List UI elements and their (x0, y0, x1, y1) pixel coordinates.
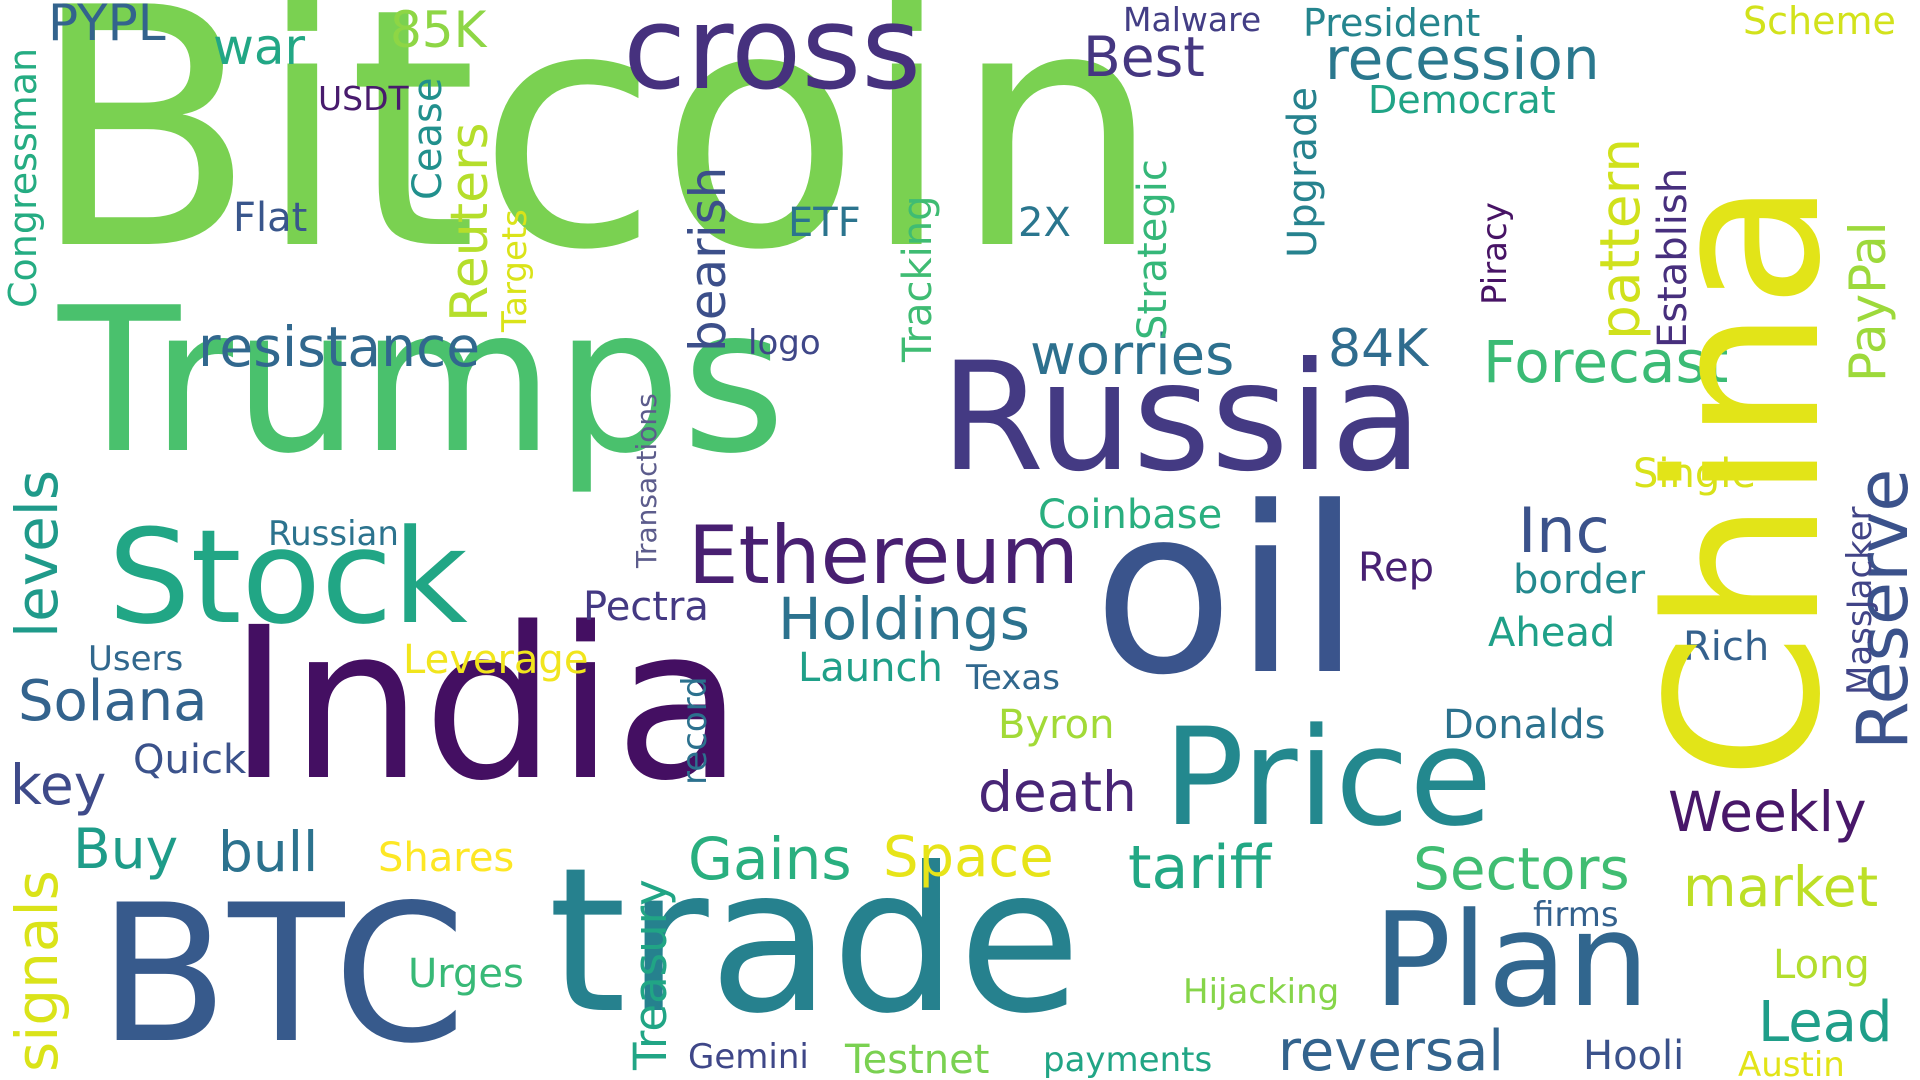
word-rep: Rep (1358, 545, 1434, 591)
word-btc: BTC (98, 864, 466, 1080)
word-85k: 85K (390, 1, 487, 59)
word-massjacker: MassJacker (1840, 506, 1880, 695)
word-transactions: Transactions (630, 393, 663, 568)
word-cross: cross (623, 0, 922, 116)
word-pypl: PYPL (48, 0, 166, 52)
word-signals: signals (3, 870, 71, 1072)
word-stock: Stock (108, 501, 468, 653)
word-treasury: Treasury (624, 879, 677, 1070)
word-forecast: Forecast (1483, 328, 1729, 396)
word-coinbase: Coinbase (1038, 492, 1223, 538)
word-malware: Malware (1123, 0, 1262, 39)
word-oil: oil (1093, 459, 1362, 726)
word-gains: Gains (688, 825, 852, 893)
word-leverage: Leverage (403, 637, 589, 683)
word-flat: Flat (233, 195, 308, 241)
word-texas: Texas (966, 658, 1060, 698)
word-recession: recession (1325, 25, 1600, 93)
word-firms: firms (1533, 895, 1619, 935)
word-levels: levels (3, 469, 71, 638)
word-paypal: PayPal (1839, 221, 1897, 382)
word-scheme: Scheme (1743, 0, 1896, 43)
word-upgrade: Upgrade (1280, 86, 1326, 258)
word-key: key (10, 753, 107, 817)
word-trumps: Trumps (58, 265, 786, 498)
word-price: Price (1163, 699, 1493, 856)
word-solana: Solana (18, 669, 208, 734)
word-tracking: Tracking (895, 195, 941, 362)
word-users: Users (88, 639, 184, 679)
word-urges: Urges (408, 951, 524, 997)
word-trade: trade (548, 825, 1082, 1058)
word-resistance: resistance (198, 315, 481, 379)
word-ethereum: Ethereum (688, 509, 1079, 602)
word-bull: bull (218, 820, 319, 884)
word-usdt: USDT (318, 79, 409, 118)
word-death: death (978, 760, 1137, 824)
word-shares: Shares (378, 835, 515, 881)
word-2x: 2X (1018, 200, 1071, 246)
word-hooli: Hooli (1583, 1033, 1685, 1079)
word-gemini: Gemini (688, 1037, 809, 1077)
word-lead: Lead (1758, 990, 1893, 1055)
word-inc: Inc (1518, 494, 1610, 567)
word-worries: worries (1030, 323, 1235, 388)
word-targets: Targets (495, 209, 535, 332)
word-austin: Austin (1738, 1045, 1845, 1080)
word-best: Best (1083, 25, 1205, 89)
word-space: Space (883, 825, 1054, 890)
word-84k: 84K (1328, 319, 1429, 379)
word-india: India (228, 582, 744, 827)
word-strategic: Strategic (1130, 159, 1176, 340)
word-etf: ETF (788, 200, 861, 246)
word-bearish: bearish (679, 166, 737, 352)
word-buy: Buy (73, 817, 179, 881)
word-sectors: Sectors (1413, 835, 1630, 903)
word-piracy: Piracy (1475, 202, 1515, 305)
word-weekly: Weekly (1668, 780, 1867, 844)
word-russian: Russian (268, 514, 399, 554)
word-cease: Cease (405, 77, 451, 201)
word-war: war (213, 18, 306, 76)
word-testnet: Testnet (845, 1037, 990, 1080)
word-rich: Rich (1683, 624, 1770, 670)
word-ahead: Ahead (1488, 610, 1616, 656)
word-single: Single (1633, 451, 1756, 497)
word-bitcoin: Bitcoin (30, 0, 1162, 322)
word-logo: logo (748, 323, 821, 363)
word-russia: Russia (940, 331, 1423, 505)
word-long: Long (1773, 942, 1870, 988)
word-plan: Plan (1373, 884, 1650, 1036)
word-donalds: Donalds (1443, 702, 1606, 748)
word-reuters: Reuters (440, 122, 500, 322)
word-democrat: Democrat (1368, 78, 1556, 122)
word-pectra: Pectra (583, 584, 709, 630)
word-quick: Quick (133, 737, 247, 783)
word-payments: payments (1043, 1040, 1213, 1080)
word-market: market (1683, 855, 1879, 919)
word-pattern: pattern (1588, 137, 1652, 340)
word-hijacking: Hijacking (1183, 972, 1340, 1012)
word-congressman: Congressman (1, 47, 45, 308)
word-holdings: Holdings (778, 585, 1030, 653)
word-record: record (675, 676, 715, 785)
word-border: border (1513, 557, 1646, 603)
word-reversal: reversal (1278, 1019, 1504, 1080)
word-president: President (1303, 1, 1481, 45)
word-establish: Establish (1650, 167, 1696, 348)
word-byron: Byron (998, 702, 1115, 748)
word-launch: Launch (798, 645, 943, 691)
word-tariff: tariff (1128, 833, 1271, 903)
